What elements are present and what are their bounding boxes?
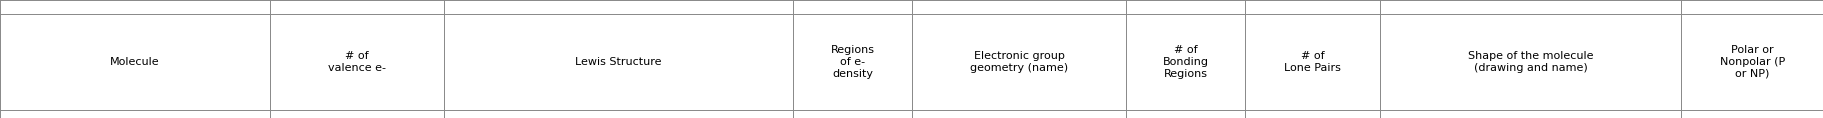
Text: Regions
of e-
density: Regions of e- density xyxy=(829,45,873,79)
Text: Polar or
Nonpolar (P
or NP): Polar or Nonpolar (P or NP) xyxy=(1719,45,1785,79)
Text: # of
Lone Pairs: # of Lone Pairs xyxy=(1283,51,1340,73)
Text: Shape of the molecule
(drawing and name): Shape of the molecule (drawing and name) xyxy=(1468,51,1593,73)
Text: Electronic group
geometry (name): Electronic group geometry (name) xyxy=(970,51,1068,73)
Text: # of
valence e-: # of valence e- xyxy=(328,51,386,73)
Text: Molecule: Molecule xyxy=(109,57,160,67)
Text: Lewis Structure: Lewis Structure xyxy=(574,57,662,67)
Text: # of
Bonding
Regions: # of Bonding Regions xyxy=(1161,45,1209,79)
